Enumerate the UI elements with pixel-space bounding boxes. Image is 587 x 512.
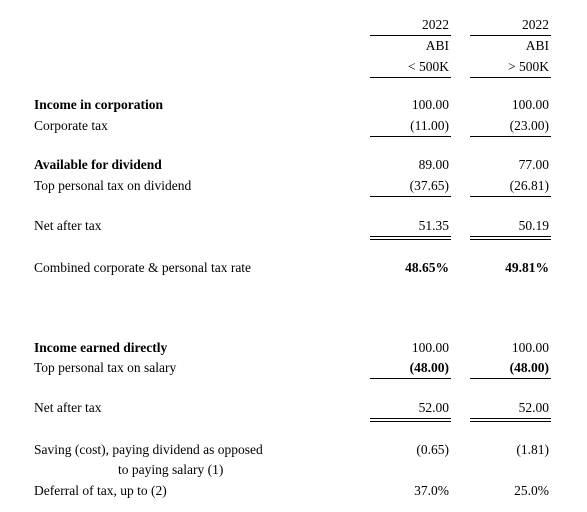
row-label: Net after tax — [34, 218, 102, 233]
row-value: (0.65) — [416, 442, 449, 457]
rule — [370, 35, 451, 36]
row-value: 77.00 — [518, 157, 549, 172]
column-entity: ABI — [525, 38, 549, 53]
row-value: 89.00 — [418, 157, 449, 172]
row-value: 100.00 — [411, 340, 449, 355]
rule — [470, 239, 551, 240]
row-label: Saving (cost), paying dividend as oppose… — [34, 442, 263, 457]
column-year: 2022 — [522, 17, 549, 32]
row-label: Top personal tax on salary — [34, 360, 177, 375]
rule — [370, 77, 451, 78]
column-year: 2022 — [422, 17, 449, 32]
row-value: 25.0% — [514, 483, 549, 498]
row-value: 37.0% — [414, 483, 449, 498]
row-value: (1.81) — [516, 442, 549, 457]
rule — [370, 236, 451, 237]
row-label: Combined corporate & personal tax rate — [34, 260, 252, 275]
column-threshold: > 500K — [508, 59, 549, 74]
rule — [370, 136, 451, 137]
rule — [370, 239, 451, 240]
row-value: 50.19 — [518, 218, 549, 233]
rule — [370, 421, 451, 422]
rule — [470, 378, 551, 379]
column-threshold: < 500K — [408, 59, 449, 74]
row-label: Net after tax — [34, 400, 102, 415]
column-entity: ABI — [425, 38, 449, 53]
rule — [370, 418, 451, 419]
row-label: Deferral of tax, up to (2) — [34, 483, 167, 498]
row-label: Income earned directly — [34, 340, 168, 355]
rule — [370, 378, 451, 379]
rule — [470, 136, 551, 137]
row-label: Income in corporation — [34, 97, 163, 112]
row-value: 100.00 — [411, 97, 449, 112]
row-value: 52.00 — [418, 400, 449, 415]
rule — [470, 77, 551, 78]
row-value: 52.00 — [518, 400, 549, 415]
row-label: Available for dividend — [34, 157, 162, 172]
row-value: (11.00) — [410, 118, 449, 133]
row-value: 51.35 — [418, 218, 449, 233]
row-value: (48.00) — [509, 360, 549, 375]
row-value: (23.00) — [509, 118, 549, 133]
row-value: 100.00 — [511, 97, 549, 112]
rule — [470, 421, 551, 422]
row-value: (48.00) — [409, 360, 449, 375]
row-value: 49.81% — [505, 260, 549, 275]
rule — [470, 418, 551, 419]
rule — [470, 35, 551, 36]
row-value: (26.81) — [509, 178, 549, 193]
row-value: 48.65% — [405, 260, 449, 275]
row-value: (37.65) — [409, 178, 449, 193]
row-label-continued: to paying salary (1) — [118, 462, 224, 477]
rule — [470, 196, 551, 197]
rule — [470, 236, 551, 237]
rule — [370, 196, 451, 197]
row-label: Corporate tax — [34, 118, 108, 133]
row-value: 100.00 — [511, 340, 549, 355]
row-label: Top personal tax on dividend — [34, 178, 192, 193]
